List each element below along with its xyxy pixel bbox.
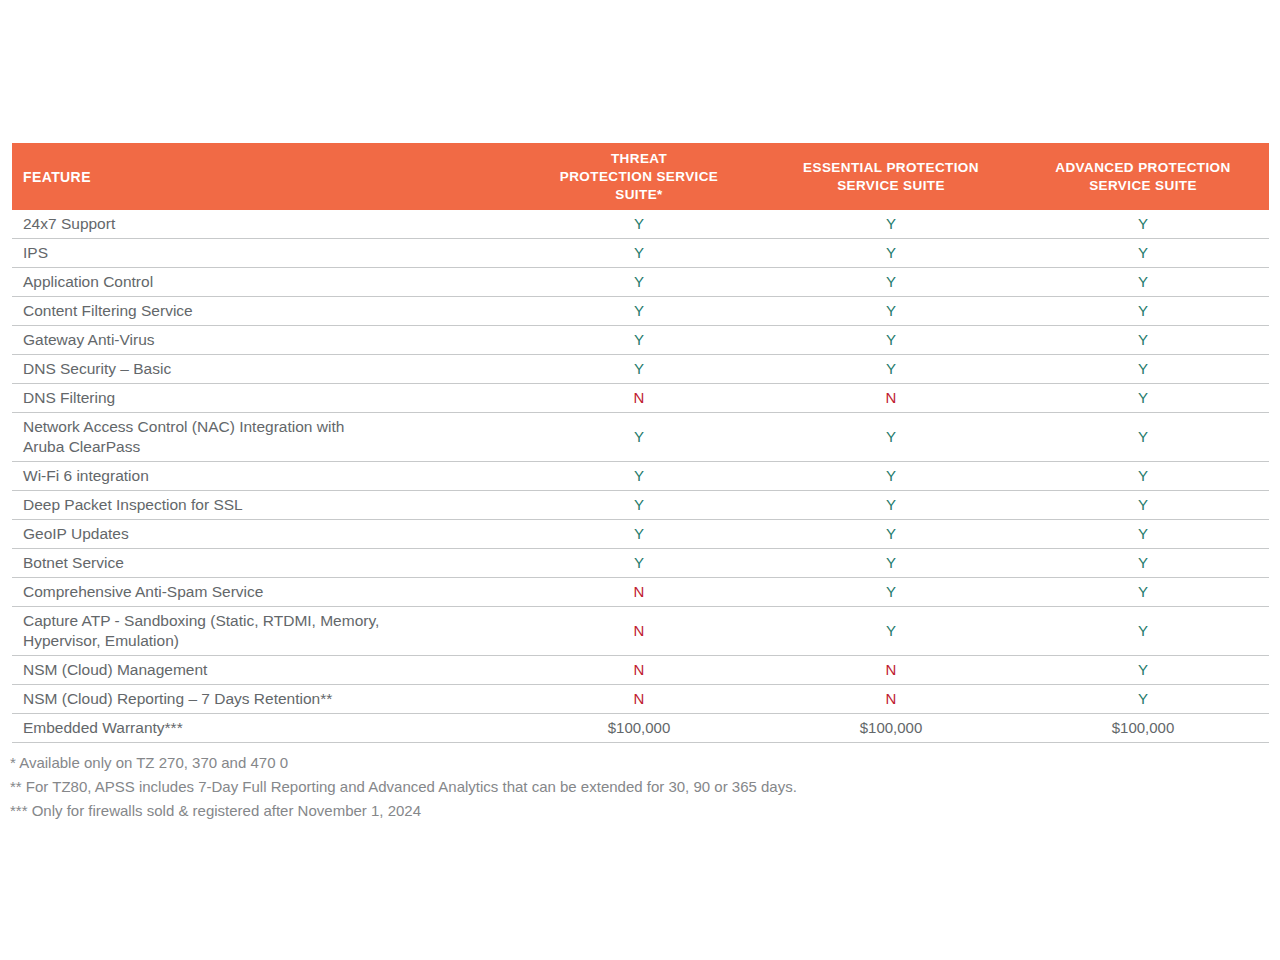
table-row: Comprehensive Anti-Spam Service N Y Y	[12, 578, 1269, 607]
page: FEATURE THREAT PROTECTION SERVICE SUITE*…	[0, 0, 1280, 960]
value-cell: Y	[1017, 301, 1269, 321]
feature-cell: Deep Packet Inspection for SSL	[12, 491, 513, 519]
service-suite-comparison-table: FEATURE THREAT PROTECTION SERVICE SUITE*…	[12, 143, 1269, 743]
value-cell: N	[513, 689, 765, 709]
table-body: 24x7 Support Y Y Y IPS Y Y Y Application…	[12, 210, 1269, 743]
table-row: IPS Y Y Y	[12, 239, 1269, 268]
value-cell: Y	[1017, 660, 1269, 680]
value-cell: N	[765, 689, 1017, 709]
feature-cell: DNS Security – Basic	[12, 355, 513, 383]
value-cell: Y	[1017, 524, 1269, 544]
value-cell: Y	[513, 524, 765, 544]
value-cell: Y	[1017, 466, 1269, 486]
table-row: NSM (Cloud) Management N N Y	[12, 656, 1269, 685]
value-cell: Y	[765, 330, 1017, 350]
value-cell: Y	[765, 524, 1017, 544]
table-row: Embedded Warranty*** $100,000 $100,000 $…	[12, 714, 1269, 743]
table-row: 24x7 Support Y Y Y	[12, 210, 1269, 239]
value-cell: Y	[1017, 427, 1269, 447]
value-cell: Y	[765, 301, 1017, 321]
table-row: Gateway Anti-Virus Y Y Y	[12, 326, 1269, 355]
value-cell: Y	[513, 466, 765, 486]
table-row: Content Filtering Service Y Y Y	[12, 297, 1269, 326]
value-cell: Y	[1017, 388, 1269, 408]
footnote: * Available only on TZ 270, 370 and 470 …	[10, 751, 797, 775]
table-row: Capture ATP - Sandboxing (Static, RTDMI,…	[12, 607, 1269, 656]
table-row: GeoIP Updates Y Y Y	[12, 520, 1269, 549]
value-cell: Y	[513, 553, 765, 573]
value-cell: Y	[765, 214, 1017, 234]
table-header-row: FEATURE THREAT PROTECTION SERVICE SUITE*…	[12, 143, 1269, 210]
value-cell: Y	[513, 359, 765, 379]
value-cell: Y	[513, 243, 765, 263]
value-cell: Y	[513, 495, 765, 515]
feature-column-header: FEATURE	[12, 143, 513, 210]
feature-cell: Gateway Anti-Virus	[12, 326, 513, 354]
value-cell: Y	[513, 272, 765, 292]
value-cell: Y	[1017, 243, 1269, 263]
table-row: DNS Filtering N N Y	[12, 384, 1269, 413]
value-cell: Y	[765, 582, 1017, 602]
value-cell: N	[765, 388, 1017, 408]
value-cell: Y	[1017, 689, 1269, 709]
value-cell: $100,000	[1017, 718, 1269, 738]
value-cell: Y	[513, 330, 765, 350]
value-cell: N	[765, 660, 1017, 680]
footnote: ** For TZ80, APSS includes 7-Day Full Re…	[10, 775, 797, 799]
value-cell: Y	[765, 359, 1017, 379]
value-cell: Y	[1017, 495, 1269, 515]
feature-cell: Content Filtering Service	[12, 297, 513, 325]
value-cell: N	[513, 582, 765, 602]
advanced-suite-column-header: ADVANCED PROTECTION SERVICE SUITE	[1017, 143, 1269, 210]
feature-cell: Application Control	[12, 268, 513, 296]
value-cell: Y	[1017, 214, 1269, 234]
value-cell: Y	[513, 301, 765, 321]
value-cell: Y	[765, 272, 1017, 292]
value-cell: Y	[513, 427, 765, 447]
feature-cell: DNS Filtering	[12, 384, 513, 412]
table-row: Network Access Control (NAC) Integration…	[12, 413, 1269, 462]
feature-cell: GeoIP Updates	[12, 520, 513, 548]
value-cell: Y	[1017, 330, 1269, 350]
value-cell: Y	[765, 243, 1017, 263]
table-row: DNS Security – Basic Y Y Y	[12, 355, 1269, 384]
value-cell: N	[513, 660, 765, 680]
footnote: *** Only for firewalls sold & registered…	[10, 799, 797, 823]
value-cell: Y	[1017, 621, 1269, 641]
feature-cell: Network Access Control (NAC) Integration…	[12, 413, 513, 461]
value-cell: Y	[513, 214, 765, 234]
value-cell: $100,000	[765, 718, 1017, 738]
table-row: Botnet Service Y Y Y	[12, 549, 1269, 578]
value-cell: Y	[765, 621, 1017, 641]
value-cell: $100,000	[513, 718, 765, 738]
value-cell: N	[513, 621, 765, 641]
footnotes: * Available only on TZ 270, 370 and 470 …	[10, 751, 797, 823]
value-cell: Y	[1017, 582, 1269, 602]
feature-cell: IPS	[12, 239, 513, 267]
feature-cell: Capture ATP - Sandboxing (Static, RTDMI,…	[12, 607, 513, 655]
table-row: Wi-Fi 6 integration Y Y Y	[12, 462, 1269, 491]
feature-cell: Wi-Fi 6 integration	[12, 462, 513, 490]
value-cell: N	[513, 388, 765, 408]
feature-cell: NSM (Cloud) Reporting – 7 Days Retention…	[12, 685, 513, 713]
threat-suite-column-header: THREAT PROTECTION SERVICE SUITE*	[513, 143, 765, 210]
value-cell: Y	[765, 495, 1017, 515]
value-cell: Y	[765, 427, 1017, 447]
value-cell: Y	[765, 553, 1017, 573]
table-row: NSM (Cloud) Reporting – 7 Days Retention…	[12, 685, 1269, 714]
feature-cell: NSM (Cloud) Management	[12, 656, 513, 684]
value-cell: Y	[765, 466, 1017, 486]
feature-cell: Embedded Warranty***	[12, 714, 513, 742]
feature-cell: Botnet Service	[12, 549, 513, 577]
table-row: Application Control Y Y Y	[12, 268, 1269, 297]
feature-cell: 24x7 Support	[12, 210, 513, 238]
essential-suite-column-header: ESSENTIAL PROTECTION SERVICE SUITE	[765, 143, 1017, 210]
value-cell: Y	[1017, 272, 1269, 292]
table-row: Deep Packet Inspection for SSL Y Y Y	[12, 491, 1269, 520]
value-cell: Y	[1017, 553, 1269, 573]
feature-cell: Comprehensive Anti-Spam Service	[12, 578, 513, 606]
value-cell: Y	[1017, 359, 1269, 379]
